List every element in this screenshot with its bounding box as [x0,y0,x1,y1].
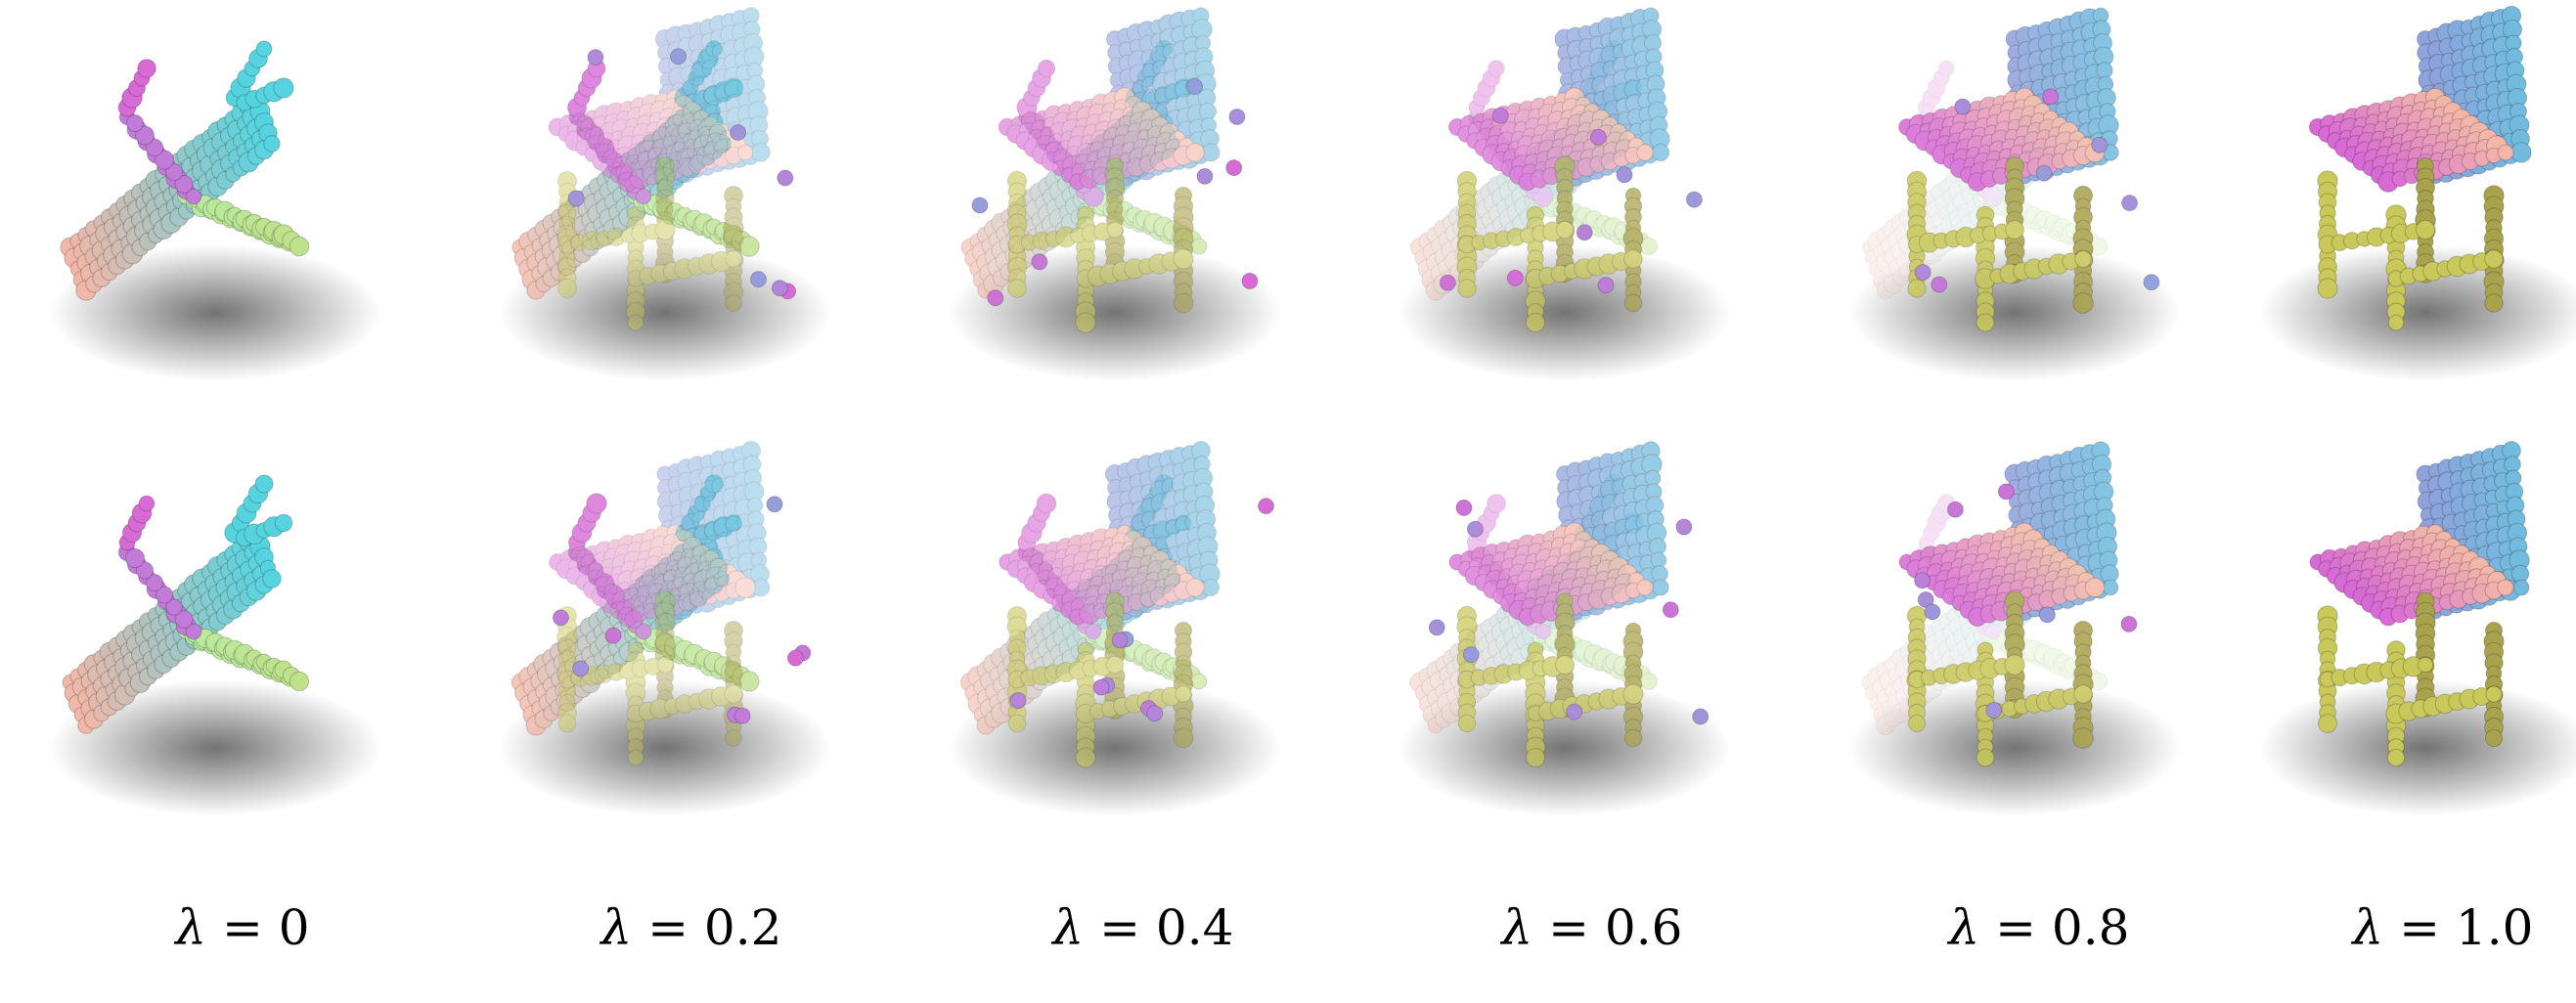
point-cloud-render [1848,7,2181,381]
chair-points [548,7,771,331]
point-cloud-render [49,40,381,381]
point-cloud-render [1848,441,2181,816]
point-cloud-render [2259,441,2576,816]
point-cloud-render [499,440,831,816]
caption-lambda-0: λ = 0 [175,899,310,956]
chair-points [2309,441,2530,767]
row-1-render-3 [1389,7,1799,430]
airplane-part [511,40,760,300]
chair-part [1898,7,2119,332]
ground-shadow [1848,679,2181,816]
chair-points [1447,7,1670,333]
point-cloud-render [2259,5,2576,381]
chair-part [1447,7,1670,333]
row-1-render-4 [1839,7,2249,430]
chair-part [548,7,771,331]
chair-points [1898,441,2119,767]
caption-lambda-0.6: λ = 0.6 [1501,899,1683,956]
row-1-render-1 [489,7,900,430]
chair-part [999,440,1221,768]
airplane-points [62,474,310,734]
ground-shadow [1399,244,1731,381]
chair-part [998,7,1221,333]
chair-points [2308,5,2532,331]
point-cloud-render [49,474,381,816]
ground-shadow [1399,679,1731,816]
row-2-render-0 [39,445,450,865]
row-2-render-4 [1839,441,2249,865]
chair-points [1448,441,1669,768]
point-cloud-render [949,7,1281,381]
point-cloud-render [1399,441,1731,816]
caption-lambda-1.0: λ = 1.0 [2352,899,2534,956]
caption-row: λ = 0 λ = 0.2 λ = 0.4 λ = 0.6 λ = 0.8 λ … [0,899,2576,978]
ground-shadow [949,244,1281,381]
airplane-points [60,40,310,301]
chair-part [1448,441,1669,768]
ground-shadow [49,679,381,816]
caption-lambda-0.8: λ = 0.8 [1948,899,2130,956]
airplane-points [511,474,760,736]
chair-points [998,7,1221,333]
chair-points [999,440,1221,768]
chair-part [1898,441,2119,767]
ground-shadow [49,244,381,381]
row-2-render-2 [939,440,1350,865]
row-1-render-0 [39,10,450,430]
point-cloud-render [499,7,831,381]
row-1-render-5 [2249,5,2576,430]
point-cloud-render [1399,7,1731,381]
ground-shadow [949,679,1281,816]
ground-shadow [499,244,831,381]
row-2-render-3 [1389,441,1799,865]
airplane-part [511,474,760,736]
airplane-points [511,40,760,300]
caption-lambda-0.2: λ = 0.2 [600,899,782,956]
row-2-render-5 [2249,441,2576,865]
caption-lambda-0.4: λ = 0.4 [1052,899,1234,956]
row-1-render-2 [939,7,1350,430]
point-cloud-render [949,440,1281,816]
ground-shadow [1848,244,2181,381]
row-2-render-1 [489,440,900,865]
chair-points [1898,7,2119,332]
